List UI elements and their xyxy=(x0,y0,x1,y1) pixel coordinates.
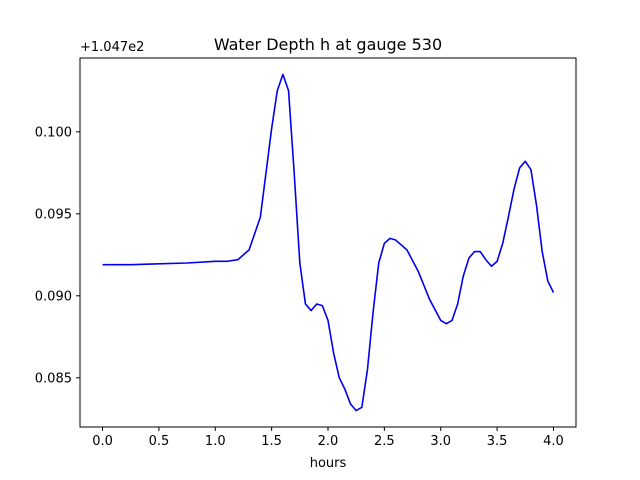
y-axis-offset-label: +1.047e2 xyxy=(80,40,144,55)
plot-area: 0.0 0.5 1.0 1.5 2.0 2.5 3.0 3.5 4.0 0.085 0.090 0.0… xyxy=(35,57,577,449)
x-tick-label: 4.0 xyxy=(543,434,564,449)
x-tick-label: 2.0 xyxy=(318,434,339,449)
axes-frame xyxy=(79,57,577,428)
y-tick-label: 0.095 xyxy=(35,207,72,222)
x-tick-label: 1.5 xyxy=(261,434,282,449)
y-tick-label: 0.090 xyxy=(35,289,72,304)
y-tick-label: 0.085 xyxy=(35,371,72,386)
x-tick-label: 0.5 xyxy=(149,434,170,449)
y-tick-label: 0.100 xyxy=(35,125,72,140)
chart-title: Water Depth h at gauge 530 xyxy=(214,35,442,54)
x-tick-label: 0.0 xyxy=(92,434,113,449)
x-tick-label: 1.0 xyxy=(205,434,226,449)
series-line-0 xyxy=(102,73,555,412)
x-axis-label: hours xyxy=(310,456,347,471)
x-tick-label: 2.5 xyxy=(374,434,395,449)
x-tick-label: 3.0 xyxy=(430,434,451,449)
x-tick-label: 3.5 xyxy=(487,434,508,449)
